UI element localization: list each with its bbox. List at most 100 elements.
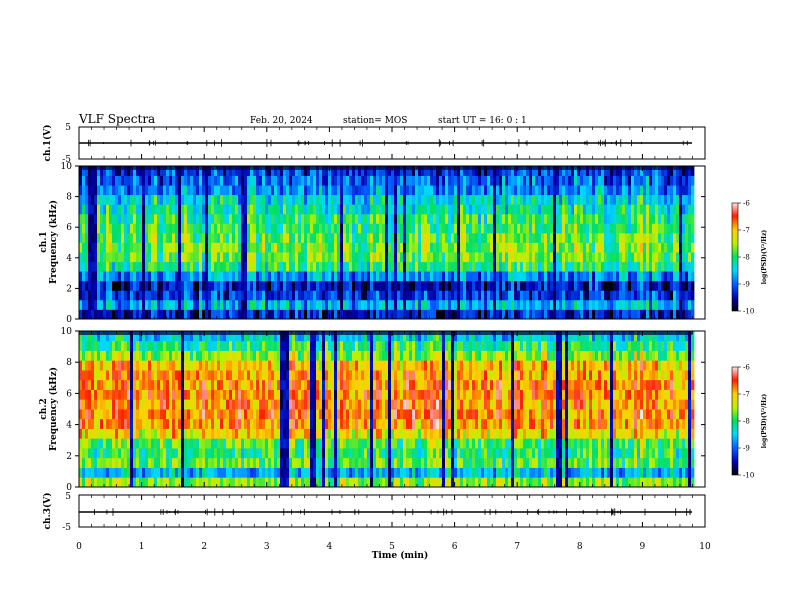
sp1-cell (97, 176, 100, 186)
sp2-cell (100, 380, 103, 390)
sp1-cell (388, 223, 391, 233)
sp1-cell (499, 204, 502, 214)
sp2-cell (151, 458, 154, 468)
sp2-cell (274, 341, 277, 351)
sp2-cell (352, 390, 355, 400)
sp1-cell (658, 204, 661, 214)
sp1-cell (367, 262, 370, 272)
sp1-cell (634, 262, 637, 272)
sp1-cell (586, 214, 589, 224)
sp2-cell (145, 458, 148, 468)
sp1-cell (220, 243, 223, 253)
sp1-cell (682, 233, 685, 243)
sp1-cell (475, 309, 478, 319)
sp2-cell (166, 390, 169, 400)
sp1-cell (277, 223, 280, 233)
sp1-cell (508, 243, 511, 253)
sp2-cell (346, 438, 349, 448)
sp2-cell (97, 409, 100, 419)
sp1-cell (496, 309, 499, 319)
sp1-cell (115, 281, 118, 291)
sp1-cell (367, 309, 370, 319)
sp1-cell (208, 185, 211, 195)
sp1-cell (94, 262, 97, 272)
sp1-cell (160, 271, 163, 281)
sp1-cell (520, 185, 523, 195)
sp1-cell (457, 214, 460, 224)
sp1-cell (490, 223, 493, 233)
sp1-cell (481, 233, 484, 243)
sp1-cell (451, 233, 454, 243)
sp1-cell (376, 214, 379, 224)
sp1-top-band (79, 166, 692, 170)
sp2-cell (307, 438, 310, 448)
sp2-cell (226, 390, 229, 400)
sp1-cell (277, 204, 280, 214)
sp1-cell (175, 309, 178, 319)
sp1-cell (256, 176, 259, 186)
sp1-cell (400, 195, 403, 205)
sp2-cell (361, 477, 364, 487)
sp1-cell (280, 309, 283, 319)
sp2-cell (79, 458, 82, 468)
sp1-cell (262, 243, 265, 253)
sp1-cell (280, 290, 283, 300)
sp2-cell (145, 390, 148, 400)
sp1-cell (535, 176, 538, 186)
sp1-cell (436, 290, 439, 300)
sp1-cell (424, 281, 427, 291)
sp1-cell (205, 252, 208, 262)
sp1-cell (481, 223, 484, 233)
sp1-cell (442, 252, 445, 262)
sp2-cell (343, 360, 346, 370)
sp1-cell (103, 204, 106, 214)
sp2-cell (247, 409, 250, 419)
sp1-cell (568, 243, 571, 253)
sp1-cell (106, 281, 109, 291)
sp1-cell (664, 223, 667, 233)
sp2-cell (103, 438, 106, 448)
sp2-cell (286, 448, 289, 458)
sp2-cell (109, 429, 112, 439)
sp1-cell (412, 185, 415, 195)
sp1-cell (154, 176, 157, 186)
sp2-cell (373, 370, 376, 380)
sp2-cell (214, 399, 217, 409)
sp1-cell (484, 262, 487, 272)
sp1-cell (607, 290, 610, 300)
sp1-cell (352, 309, 355, 319)
sp1-cell (235, 281, 238, 291)
sp1-cell (181, 252, 184, 262)
sp1-cell (475, 252, 478, 262)
sp1-cell (79, 252, 82, 262)
sp1-cell (355, 185, 358, 195)
sp1-cell (415, 233, 418, 243)
sp2-cell (235, 399, 238, 409)
sp1-cell (637, 176, 640, 186)
sp1-cell (499, 271, 502, 281)
sp1-cell (400, 204, 403, 214)
sp2-cell (226, 380, 229, 390)
sp1-cell (304, 271, 307, 281)
sp1-cell (592, 176, 595, 186)
sp1-cell (331, 243, 334, 253)
sp2-cell (148, 458, 151, 468)
sp1-cell (166, 271, 169, 281)
sp1-cell (364, 233, 367, 243)
sp1-cell (115, 223, 118, 233)
sp1-cell (685, 300, 688, 310)
sp1-cell (556, 252, 559, 262)
sp2-cell (109, 448, 112, 458)
sp2-cell (133, 477, 136, 487)
sp1-cell (370, 223, 373, 233)
sp1-cell (211, 195, 214, 205)
sp2-cell (373, 458, 376, 468)
sp2-cell (322, 448, 325, 458)
sp1-cell (667, 233, 670, 243)
sp1-cell (244, 214, 247, 224)
sp2-cell (112, 458, 115, 468)
sp1-cell (475, 233, 478, 243)
sp2-cell (145, 409, 148, 419)
sp1-cell (682, 204, 685, 214)
sp2-cell (208, 390, 211, 400)
